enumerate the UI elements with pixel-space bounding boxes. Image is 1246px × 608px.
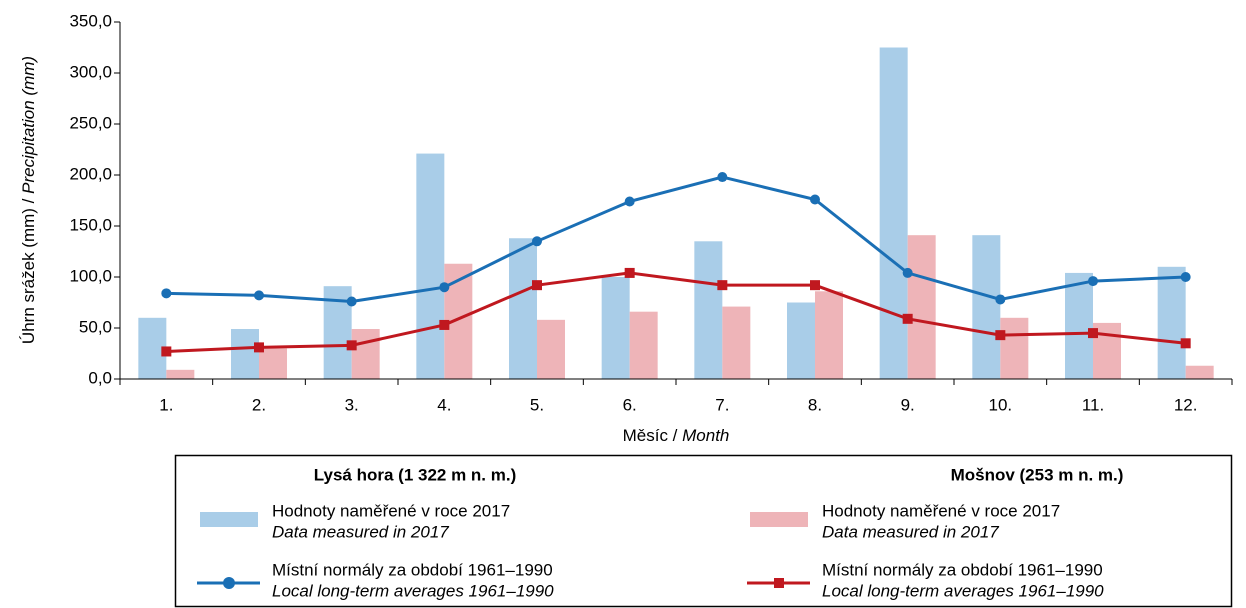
- legend-marker: [774, 578, 784, 588]
- line-marker: [532, 236, 542, 247]
- bar: [351, 329, 380, 379]
- x-tick-label: 7.: [715, 395, 729, 414]
- line-marker: [717, 280, 728, 291]
- line-marker: [995, 330, 1006, 341]
- legend-label-en: Data measured in 2017: [272, 522, 449, 541]
- x-tick-label: 1.: [159, 395, 173, 414]
- bar: [1000, 317, 1029, 379]
- x-tick-label: 6.: [623, 395, 637, 414]
- line-marker: [902, 313, 913, 324]
- line-marker: [439, 319, 450, 330]
- x-axis-label-main: Měsíc /: [623, 426, 678, 445]
- line-marker: [810, 280, 820, 291]
- y-tick-label: 200,0: [69, 164, 112, 183]
- line-marker: [439, 282, 450, 293]
- y-tick-label: 100,0: [69, 266, 112, 285]
- line-marker: [717, 172, 728, 183]
- legend-label-en: Data measured in 2017: [822, 522, 999, 541]
- legend-group-title: Mošnov (253 m n. m.): [951, 465, 1124, 484]
- bar: [166, 369, 195, 379]
- legend-label-en: Local long-term averages 1961–1990: [822, 581, 1104, 600]
- bar: [1065, 272, 1093, 379]
- line-marker: [532, 280, 542, 291]
- legend-swatch: [200, 512, 258, 527]
- line-marker: [1088, 328, 1098, 339]
- line-marker: [161, 346, 172, 357]
- legend-marker: [223, 577, 235, 589]
- y-tick-label: 150,0: [69, 215, 112, 234]
- x-tick-label: 11.: [1082, 395, 1104, 414]
- x-axis-label-italic: Month: [682, 426, 729, 445]
- x-tick-label: 10.: [989, 395, 1013, 414]
- y-axis-label: Úhrn srážek (mm) / Precipitation (mm): [19, 56, 38, 344]
- legend-box: [174, 454, 1233, 608]
- line-marker: [624, 196, 635, 207]
- legend-label: Hodnoty naměřené v roce 2017: [272, 501, 510, 520]
- bar: [694, 241, 723, 379]
- x-tick-label: 4.: [437, 395, 451, 414]
- line-marker: [254, 290, 264, 301]
- line-marker: [902, 267, 913, 278]
- line-marker: [1180, 338, 1191, 349]
- bar: [259, 348, 287, 379]
- line-marker: [995, 294, 1006, 305]
- bar: [1185, 365, 1214, 379]
- bar: [907, 235, 936, 379]
- legend-group-title: Lysá hora (1 322 m n. m.): [314, 465, 517, 484]
- legend-label: Místní normály za období 1961–1990: [822, 560, 1103, 579]
- bar: [722, 306, 751, 379]
- bar: [1157, 266, 1186, 379]
- bar: [601, 277, 630, 379]
- bar: [972, 235, 1001, 379]
- x-tick-label: 2.: [252, 395, 266, 414]
- y-tick-label: 0,0: [88, 368, 112, 387]
- y-tick-label: 50,0: [79, 317, 112, 336]
- x-tick-label: 9.: [901, 395, 915, 414]
- bar: [231, 329, 259, 379]
- y-tick-label: 350,0: [69, 11, 112, 30]
- y-axis-label-italic: Precipitation (mm): [19, 56, 38, 194]
- legend-label: Hodnoty naměřené v roce 2017: [822, 501, 1060, 520]
- line: [166, 175, 1186, 303]
- bar: [537, 319, 565, 379]
- bar: [815, 291, 843, 379]
- line-marker: [254, 342, 264, 353]
- line-marker: [346, 296, 357, 307]
- x-tick-label: 8.: [808, 395, 822, 414]
- bar: [416, 153, 445, 379]
- legend-swatch: [750, 512, 808, 527]
- bar: [879, 47, 908, 379]
- y-tick-label: 250,0: [69, 113, 112, 132]
- bar: [509, 238, 537, 379]
- line-marker: [161, 288, 172, 299]
- line-marker: [624, 267, 635, 278]
- y-axis-label-main: Úhrn srážek (mm) /: [19, 198, 38, 344]
- x-tick-label: 3.: [345, 395, 359, 414]
- line-marker: [810, 194, 820, 205]
- x-axis-label: Měsíc / Month: [623, 426, 730, 445]
- x-tick-label: 5.: [530, 395, 544, 414]
- line-marker: [1180, 272, 1191, 282]
- line: [166, 271, 1186, 353]
- line-marker: [346, 340, 357, 351]
- x-tick-label: 12.: [1174, 395, 1198, 414]
- legend-label-en: Local long-term averages 1961–1990: [272, 581, 554, 600]
- line-marker: [1088, 276, 1098, 287]
- y-tick-label: 300,0: [69, 62, 112, 81]
- legend-label: Místní normály za období 1961–1990: [272, 560, 553, 579]
- bar: [629, 311, 658, 379]
- bar: [787, 302, 815, 379]
